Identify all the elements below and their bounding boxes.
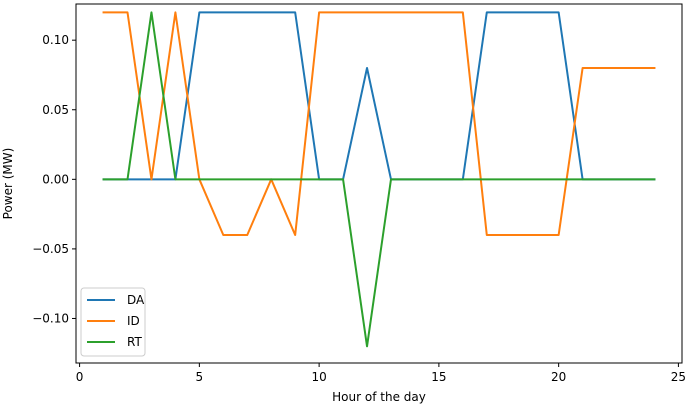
y-tick-label: 0.00 [42, 172, 69, 186]
y-tick-label: −0.05 [32, 242, 69, 256]
x-tick-label: 10 [311, 370, 326, 384]
plot-frame [75, 3, 683, 364]
plot-area [102, 11, 656, 348]
legend-label-rt: RT [127, 335, 142, 349]
axes: 0 5 10 15 20 25 −0.10 −0.05 0.00 0.05 0.10 [32, 3, 685, 384]
series-line-rt [102, 11, 656, 348]
legend: DA ID RT [80, 287, 146, 357]
series-line-id [102, 11, 656, 236]
y-tick-label: 0.05 [42, 103, 69, 117]
legend-label-id: ID [127, 314, 140, 328]
x-tick-label: 0 [76, 370, 84, 384]
series-line-da [102, 11, 656, 181]
y-tick-label: 0.10 [42, 33, 69, 47]
legend-label-da: DA [127, 293, 145, 307]
x-tick-label: 25 [671, 370, 685, 384]
x-tick-label: 5 [196, 370, 204, 384]
x-tick-label: 20 [551, 370, 566, 384]
y-tick-label: −0.10 [32, 311, 69, 325]
y-axis-label: Power (MW) [1, 148, 15, 220]
x-tick-label: 15 [431, 370, 446, 384]
x-axis-label: Hour of the day [332, 390, 426, 404]
